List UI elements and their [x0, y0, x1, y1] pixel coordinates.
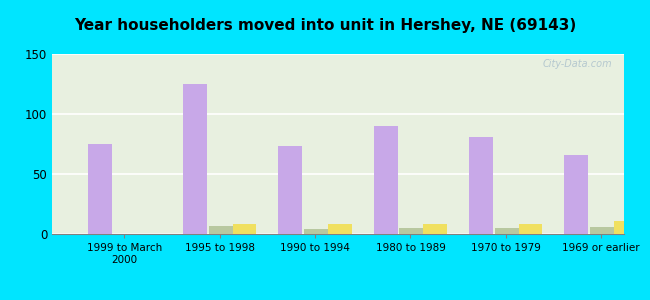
- Bar: [400, 228, 423, 234]
- Bar: [374, 126, 398, 234]
- Bar: [183, 84, 207, 234]
- Bar: [88, 144, 112, 234]
- Bar: [564, 155, 588, 234]
- Text: City-Data.com: City-Data.com: [543, 59, 612, 69]
- Bar: [590, 227, 614, 234]
- Bar: [278, 146, 302, 234]
- Bar: [423, 224, 447, 234]
- Bar: [328, 224, 352, 234]
- Bar: [519, 224, 543, 234]
- Bar: [614, 221, 638, 234]
- Bar: [233, 224, 257, 234]
- Bar: [304, 229, 328, 234]
- Bar: [495, 228, 519, 234]
- Text: Year householders moved into unit in Hershey, NE (69143): Year householders moved into unit in Her…: [74, 18, 576, 33]
- Bar: [209, 226, 233, 234]
- Bar: [469, 137, 493, 234]
